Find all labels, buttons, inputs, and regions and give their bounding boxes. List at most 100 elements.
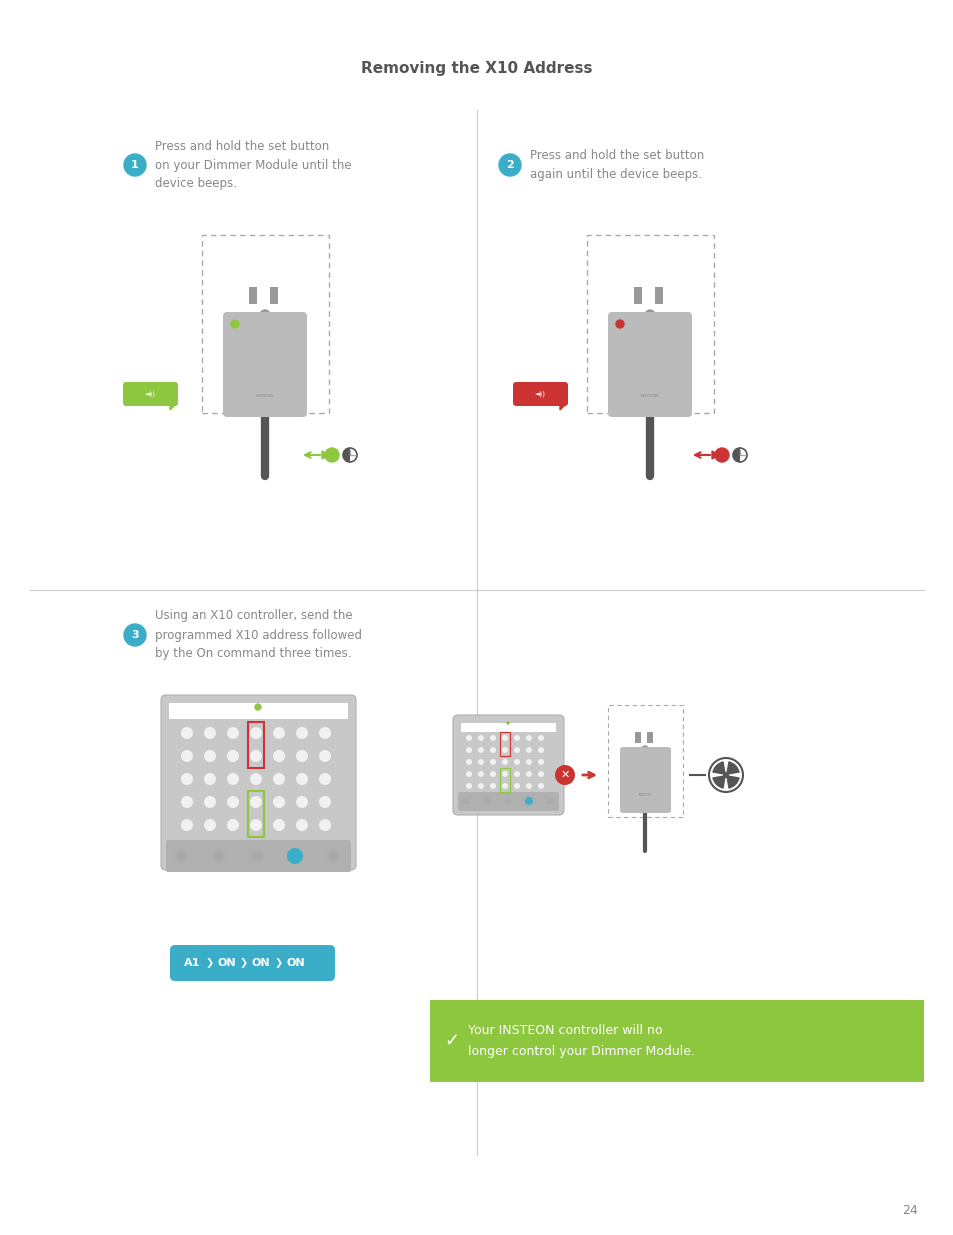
Bar — [499, 732, 510, 756]
Circle shape — [537, 735, 543, 741]
Circle shape — [483, 798, 490, 804]
Circle shape — [506, 722, 509, 724]
Circle shape — [204, 727, 215, 739]
Circle shape — [555, 764, 575, 785]
Circle shape — [465, 747, 472, 753]
Circle shape — [514, 760, 519, 764]
Circle shape — [501, 783, 507, 789]
Wedge shape — [343, 448, 350, 462]
Circle shape — [641, 746, 647, 752]
Circle shape — [327, 850, 338, 862]
Text: INSTEON: INSTEON — [640, 394, 659, 398]
Text: ❯: ❯ — [205, 958, 213, 968]
Wedge shape — [725, 761, 739, 776]
Circle shape — [462, 798, 469, 804]
Circle shape — [181, 797, 193, 808]
Text: Your INSTEON controller will no
longer control your Dimmer Module.: Your INSTEON controller will no longer c… — [468, 1025, 695, 1057]
Text: ◄)): ◄)) — [534, 390, 545, 398]
Text: INSTEON: INSTEON — [638, 793, 651, 797]
FancyBboxPatch shape — [646, 732, 652, 743]
Circle shape — [490, 747, 496, 753]
Circle shape — [525, 735, 532, 741]
Text: 1: 1 — [131, 161, 139, 170]
Circle shape — [250, 819, 262, 831]
Circle shape — [174, 850, 187, 862]
Circle shape — [708, 758, 742, 792]
Text: INSTEON: INSTEON — [255, 394, 274, 398]
Bar — [248, 722, 264, 768]
Circle shape — [465, 771, 472, 777]
Text: ON: ON — [217, 958, 235, 968]
Bar — [248, 790, 264, 837]
Circle shape — [501, 771, 507, 777]
Circle shape — [273, 750, 285, 762]
Text: Press and hold the set button
again until the device beeps.: Press and hold the set button again unti… — [530, 149, 703, 182]
Circle shape — [181, 819, 193, 831]
Circle shape — [254, 704, 261, 710]
Wedge shape — [712, 761, 725, 776]
FancyBboxPatch shape — [607, 312, 691, 417]
Circle shape — [318, 819, 331, 831]
Polygon shape — [711, 451, 719, 459]
Circle shape — [537, 760, 543, 764]
Circle shape — [250, 727, 262, 739]
Text: ❯: ❯ — [239, 958, 248, 968]
Circle shape — [231, 320, 239, 329]
FancyBboxPatch shape — [634, 287, 641, 304]
Circle shape — [477, 783, 483, 789]
Circle shape — [250, 773, 262, 785]
FancyBboxPatch shape — [270, 287, 277, 304]
Circle shape — [490, 783, 496, 789]
Text: Press and hold the set button
on your Dimmer Module until the
device beeps.: Press and hold the set button on your Di… — [154, 140, 352, 190]
FancyBboxPatch shape — [430, 1000, 923, 1082]
Circle shape — [204, 773, 215, 785]
Circle shape — [514, 747, 519, 753]
Polygon shape — [170, 403, 177, 410]
Circle shape — [273, 819, 285, 831]
Circle shape — [616, 320, 623, 329]
Polygon shape — [559, 403, 566, 410]
Circle shape — [525, 747, 532, 753]
Circle shape — [501, 735, 507, 741]
Circle shape — [524, 797, 533, 805]
FancyBboxPatch shape — [619, 747, 670, 813]
FancyBboxPatch shape — [166, 840, 351, 872]
Circle shape — [490, 735, 496, 741]
FancyBboxPatch shape — [655, 287, 662, 304]
Circle shape — [251, 850, 263, 862]
Circle shape — [498, 154, 520, 177]
Circle shape — [504, 798, 511, 804]
Circle shape — [295, 750, 308, 762]
Circle shape — [477, 760, 483, 764]
Circle shape — [273, 773, 285, 785]
Circle shape — [227, 819, 239, 831]
FancyBboxPatch shape — [635, 732, 640, 743]
FancyBboxPatch shape — [460, 722, 556, 732]
Circle shape — [501, 747, 507, 753]
FancyBboxPatch shape — [161, 695, 355, 869]
Circle shape — [250, 750, 262, 762]
Bar — [499, 768, 510, 792]
Circle shape — [124, 624, 146, 646]
Circle shape — [204, 797, 215, 808]
Text: ✕: ✕ — [559, 769, 569, 781]
Circle shape — [273, 797, 285, 808]
Circle shape — [644, 310, 655, 320]
Polygon shape — [322, 451, 329, 459]
Wedge shape — [732, 448, 740, 462]
Circle shape — [525, 783, 532, 789]
Circle shape — [546, 798, 553, 804]
Text: 24: 24 — [902, 1203, 917, 1216]
FancyBboxPatch shape — [223, 312, 307, 417]
Circle shape — [501, 760, 507, 764]
Circle shape — [318, 797, 331, 808]
Text: ON: ON — [286, 958, 305, 968]
Circle shape — [490, 760, 496, 764]
Circle shape — [537, 771, 543, 777]
Circle shape — [295, 773, 308, 785]
Circle shape — [537, 747, 543, 753]
Circle shape — [204, 750, 215, 762]
FancyBboxPatch shape — [170, 945, 335, 981]
Circle shape — [465, 735, 472, 741]
Circle shape — [295, 727, 308, 739]
